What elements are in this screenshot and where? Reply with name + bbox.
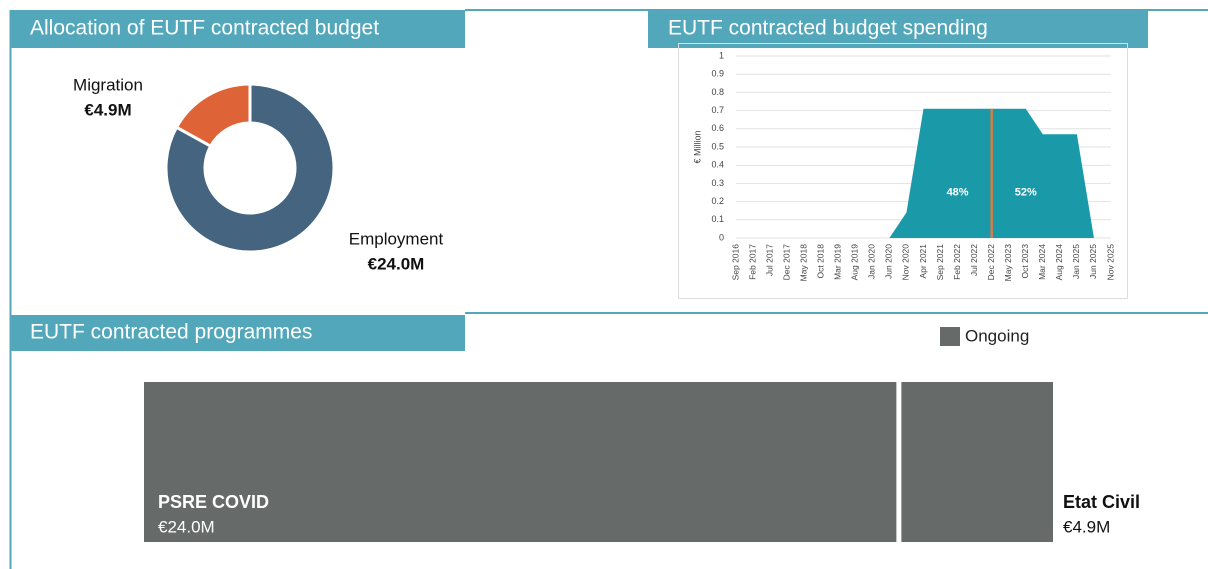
x-tick-label: Jul 2022 xyxy=(969,244,979,276)
x-tick-label: Nov 2020 xyxy=(901,244,911,281)
x-tick-label: Jan 2025 xyxy=(1071,244,1081,279)
slice-value: €24.0M xyxy=(368,254,425,273)
programme-name: PSRE COVID xyxy=(158,492,269,512)
x-tick-label: Apr 2021 xyxy=(918,244,928,279)
y-tick-label: 0.6 xyxy=(711,123,724,133)
programme-name: Etat Civil xyxy=(1063,492,1140,512)
y-axis-label: € Million xyxy=(692,130,702,163)
x-tick-label: Jan 2020 xyxy=(867,244,877,279)
y-tick-label: 0 xyxy=(719,232,724,242)
x-tick-label: Mar 2024 xyxy=(1037,244,1047,280)
slice-label: Employment xyxy=(349,229,444,248)
x-tick-label: Sep 2021 xyxy=(935,244,945,281)
y-tick-label: 0.8 xyxy=(711,87,724,97)
x-tick-label: Dec 2022 xyxy=(986,244,996,281)
area xyxy=(736,108,1111,238)
programme-value: €4.9M xyxy=(1063,517,1110,536)
programme-block xyxy=(144,382,897,542)
x-tick-label: Oct 2018 xyxy=(815,244,825,279)
slice-label: Migration xyxy=(73,75,143,94)
panel-title: Allocation of EUTF contracted budget xyxy=(30,17,379,40)
programme-value: €24.0M xyxy=(158,517,215,536)
legend-swatch xyxy=(940,327,960,346)
annotation: 48% xyxy=(947,186,969,198)
legend-label: Ongoing xyxy=(965,326,1029,345)
x-tick-label: May 2023 xyxy=(1003,244,1013,282)
programme-block xyxy=(901,382,1053,542)
annotation: 52% xyxy=(1015,186,1037,198)
y-tick-label: 0.3 xyxy=(711,178,724,188)
x-tick-label: Feb 2017 xyxy=(747,244,757,280)
x-tick-label: Aug 2024 xyxy=(1054,244,1064,281)
y-tick-label: 0.9 xyxy=(711,69,724,79)
x-tick-label: Jun 2025 xyxy=(1088,244,1098,279)
x-tick-label: May 2018 xyxy=(798,244,808,282)
y-tick-label: 0.5 xyxy=(711,141,724,151)
x-tick-label: Dec 2017 xyxy=(781,244,791,281)
y-tick-label: 0.4 xyxy=(711,160,724,170)
panel-header xyxy=(10,315,465,351)
x-tick-label: Aug 2019 xyxy=(850,244,860,281)
y-tick-label: 0.7 xyxy=(711,105,724,115)
chart-frame xyxy=(678,43,1128,299)
x-tick-label: Feb 2022 xyxy=(952,244,962,280)
slice-value: €4.9M xyxy=(84,100,131,119)
y-tick-label: 0.1 xyxy=(711,214,724,224)
panel-header xyxy=(648,10,1148,48)
panel-title: EUTF contracted budget spending xyxy=(668,17,988,40)
x-tick-label: Jun 2020 xyxy=(884,244,894,279)
x-tick-label: Sep 2016 xyxy=(730,244,740,281)
x-tick-label: Mar 2019 xyxy=(833,244,843,280)
donut-slice xyxy=(164,82,336,254)
x-tick-label: Oct 2023 xyxy=(1020,244,1030,279)
panel-title: EUTF contracted programmes xyxy=(30,321,312,344)
x-tick-label: Nov 2025 xyxy=(1105,244,1115,281)
y-tick-label: 1 xyxy=(719,50,724,60)
x-tick-label: Jul 2017 xyxy=(764,244,774,276)
y-tick-label: 0.2 xyxy=(711,196,724,206)
panel-header xyxy=(10,10,465,48)
